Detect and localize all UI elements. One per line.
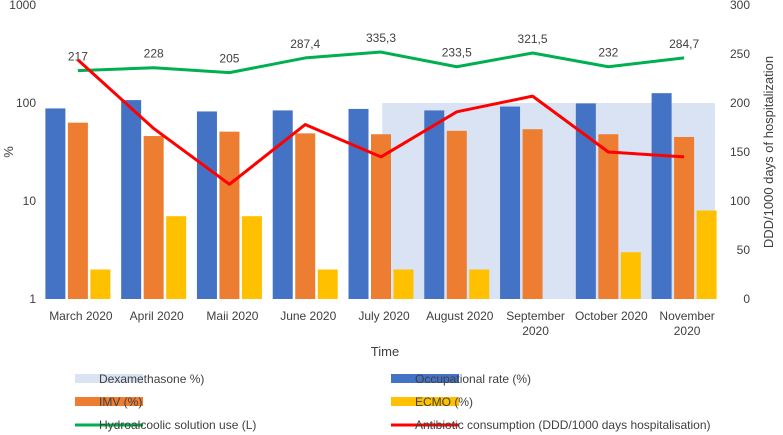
hydroalcoolic-line bbox=[77, 50, 685, 75]
bar-ecmo-2 bbox=[241, 216, 262, 299]
y2-tick-label: 300 bbox=[730, 0, 750, 12]
x-tick-label: September 2020 bbox=[506, 309, 565, 338]
legend-swatch-occupational-rate bbox=[391, 374, 459, 383]
bar-imv-2 bbox=[219, 131, 240, 299]
bar-ecmo-1 bbox=[166, 216, 187, 299]
bar-occupational-rate-8 bbox=[651, 93, 672, 299]
bar-occupational-rate-7 bbox=[575, 103, 596, 299]
antibiotic-line bbox=[76, 58, 685, 186]
bar-imv-6 bbox=[522, 129, 543, 299]
hydroalcoolic-data-label: 233,5 bbox=[442, 46, 472, 60]
y2-tick-label: 50 bbox=[737, 243, 751, 257]
bar-ecmo-3 bbox=[317, 269, 338, 299]
bar-occupational-rate-6 bbox=[500, 106, 521, 299]
x-tick-label: July 2020 bbox=[358, 309, 410, 323]
bar-occupational-rate-0 bbox=[45, 108, 66, 299]
bar-imv-7 bbox=[598, 134, 619, 299]
legend-label-antibiotic-consumption-ddd-1000-days-hospitalisation: Antibiotic consumption (DDD/1000 days ho… bbox=[415, 418, 710, 432]
y2-tick-label: 200 bbox=[730, 96, 750, 110]
legend-label-occupational-rate: Occupational rate (%) bbox=[415, 372, 531, 386]
hydroalcoolic-data-label: 232 bbox=[598, 46, 618, 60]
bar-occupational-rate-2 bbox=[196, 111, 217, 299]
bar-imv-5 bbox=[446, 130, 467, 299]
bar-imv-1 bbox=[143, 136, 164, 299]
bar-imv-0 bbox=[67, 122, 88, 299]
hydroalcoolic-data-label: 335,3 bbox=[366, 31, 396, 45]
legend-label-hydroalcoolic-solution-use-l: Hydroalcoolic solution use (L) bbox=[99, 418, 256, 432]
bar-imv-8 bbox=[674, 136, 695, 299]
y-tick-label: 100 bbox=[16, 96, 36, 110]
bar-ecmo-8 bbox=[696, 210, 717, 299]
hydroalcoolic-data-label: 228 bbox=[144, 47, 164, 61]
bar-occupational-rate-4 bbox=[348, 108, 369, 299]
bar-imv-4 bbox=[371, 134, 391, 299]
bar-ecmo-4 bbox=[393, 269, 414, 299]
y-tick-label: 10 bbox=[23, 194, 37, 208]
legend-swatch-ecmo bbox=[391, 397, 459, 406]
bar-ecmo-5 bbox=[469, 269, 490, 299]
y2-tick-label: 100 bbox=[730, 194, 750, 208]
bar-occupational-rate-3 bbox=[272, 110, 293, 300]
x-tick-label: October 2020 bbox=[575, 309, 648, 323]
legend-label-ecmo: ECMO (%) bbox=[415, 395, 473, 409]
y2-tick-label: 0 bbox=[743, 292, 750, 306]
y-axis-title: % bbox=[1, 146, 16, 158]
bar-ecmo-0 bbox=[90, 269, 111, 299]
bar-imv-3 bbox=[295, 133, 316, 299]
x-tick-label: November 2020 bbox=[659, 309, 714, 338]
x-tick-label: June 2020 bbox=[280, 309, 336, 323]
legend-label-imv: IMV (%) bbox=[99, 395, 142, 409]
hydroalcoolic-data-label: 287,4 bbox=[290, 37, 320, 51]
legend-swatch-dexamethasone bbox=[75, 374, 143, 383]
hydroalcoolic-data-label: 205 bbox=[219, 52, 239, 66]
bar-occupational-rate-1 bbox=[121, 100, 142, 299]
hydroalcoolic-data-label: 217 bbox=[68, 50, 88, 64]
y-tick-label: 1 bbox=[29, 292, 36, 306]
y2-tick-label: 150 bbox=[730, 145, 750, 159]
x-axis-title: Time bbox=[371, 344, 399, 359]
bar-occupational-rate-5 bbox=[424, 110, 445, 300]
y2-axis-title: DDD/1000 days of hospitalization bbox=[761, 56, 776, 248]
x-tick-label: August 2020 bbox=[426, 309, 494, 323]
y-tick-label: 1000 bbox=[9, 0, 36, 12]
x-tick-label: March 2020 bbox=[49, 309, 113, 323]
x-tick-label: Maii 2020 bbox=[206, 309, 258, 323]
hydroalcoolic-data-label: 321,5 bbox=[518, 32, 548, 46]
hydroalcoolic-data-label: 284,7 bbox=[669, 37, 699, 51]
legend-label-dexamethasone: Dexamethasone %) bbox=[99, 372, 204, 386]
x-tick-label: April 2020 bbox=[130, 309, 184, 323]
legend-swatch-imv bbox=[75, 397, 143, 406]
y2-tick-label: 250 bbox=[730, 47, 750, 61]
bar-ecmo-7 bbox=[620, 252, 641, 299]
